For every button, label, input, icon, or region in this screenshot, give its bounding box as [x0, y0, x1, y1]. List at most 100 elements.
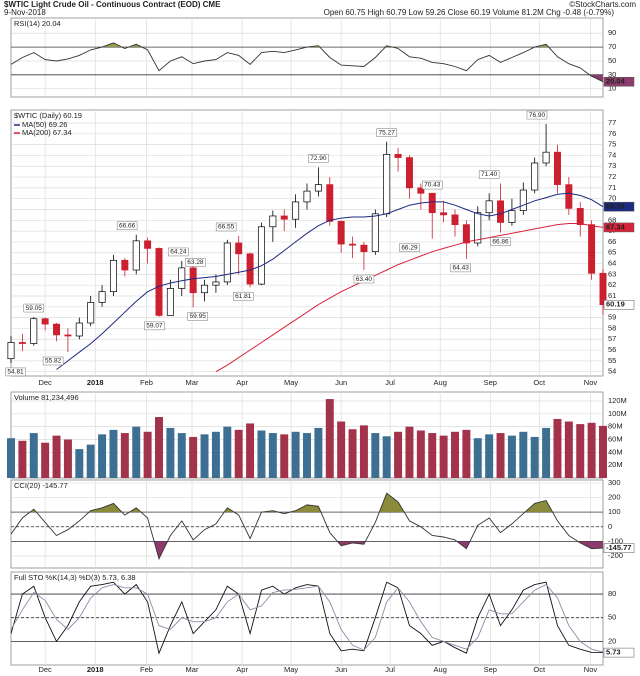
annotation-box: [353, 274, 375, 284]
panel-title: RSI(14) 20.04: [14, 19, 61, 28]
volume-bar: [382, 436, 391, 478]
y-tick-label: 59: [608, 313, 616, 322]
annotation-label: 66.66: [119, 223, 136, 230]
volume-bar: [268, 433, 277, 478]
x-tick-label: Mar: [186, 378, 199, 387]
x-tick-label: Mar: [186, 665, 199, 674]
y-tick-label: 100: [608, 507, 621, 516]
annotation-label: 59.05: [26, 305, 43, 312]
y-tick-label: 120M: [608, 396, 627, 405]
candle-body: [155, 248, 163, 316]
value-tag: [603, 543, 635, 553]
candle-body: [405, 157, 413, 189]
candle-body: [212, 281, 220, 286]
candle-body: [417, 187, 425, 194]
candle-body: [394, 153, 402, 158]
annotation-label: 66.29: [401, 245, 418, 252]
candle-body: [349, 243, 357, 246]
threshold-fill: [11, 42, 603, 48]
volume-bar: [314, 427, 323, 478]
volume-bar: [189, 436, 198, 478]
volume-bar: [223, 426, 232, 478]
candle-body: [531, 162, 539, 191]
volume-bar: [519, 431, 528, 478]
x-tick-label: Aug: [434, 665, 447, 674]
y-tick-label: 65: [608, 248, 616, 257]
x-tick-label: Jun: [335, 378, 347, 387]
annotation-box: [526, 110, 548, 120]
x-tick-label: Nov: [584, 665, 598, 674]
candle-body: [519, 189, 527, 211]
annotation-label: 66.86: [492, 238, 509, 245]
value-tag-label: 67.34: [606, 222, 626, 231]
candle-body: [314, 184, 322, 192]
candle-body: [383, 153, 391, 215]
annotation-box: [42, 356, 64, 366]
candle-body: [280, 215, 288, 220]
annotation-label: 63.40: [356, 276, 373, 283]
y-tick-label: 40M: [608, 447, 623, 456]
volume-bar: [416, 430, 425, 478]
y-tick-label: 68: [608, 215, 616, 224]
candle-body: [303, 190, 311, 203]
volume-bar: [18, 440, 27, 478]
x-tick-label: Oct: [533, 665, 546, 674]
candle-body: [588, 224, 596, 274]
candle-body: [98, 291, 106, 303]
volume-bar: [234, 429, 243, 478]
x-tick-label: Apr: [236, 378, 248, 387]
y-tick-label: -100: [608, 536, 623, 545]
volume-bar: [428, 433, 437, 478]
threshold-fill: [11, 541, 603, 559]
volume-bar: [348, 429, 357, 478]
candle-body: [428, 192, 436, 214]
candle-body: [144, 240, 152, 249]
annotation-box: [490, 237, 511, 246]
volume-bar: [542, 427, 551, 478]
volume-bar: [7, 438, 15, 478]
y-tick-label: 76: [608, 129, 616, 138]
annotation-label: 54.81: [7, 369, 24, 376]
annotation-box: [185, 258, 206, 267]
x-tick-label: 2018: [87, 378, 104, 387]
legend-label: MA(200) 67.34: [22, 128, 72, 137]
candle-body: [292, 201, 300, 220]
value-tag-label: 5.73: [606, 648, 621, 657]
candle-body: [257, 226, 265, 285]
volume-bar: [52, 435, 61, 478]
annotation-box: [421, 180, 443, 190]
y-tick-label: 200: [608, 493, 621, 502]
candle-body: [166, 288, 174, 316]
x-tick-label: Oct: [533, 378, 546, 387]
candle-body: [599, 272, 607, 306]
volume-bar: [166, 427, 175, 478]
volume-bar: [359, 425, 368, 478]
annotation-label: 64.24: [170, 249, 187, 256]
annotation-label: 71.40: [481, 171, 498, 178]
value-tag-label: 69.26: [606, 202, 625, 211]
y-tick-label: 58: [608, 323, 616, 332]
panel-title: Volume 81,234,496: [14, 393, 79, 402]
x-tick-label: Nov: [584, 378, 598, 387]
volume-bar: [280, 434, 289, 478]
candle-body: [440, 212, 448, 216]
y-tick-label: 55: [608, 356, 616, 365]
candle-body: [542, 151, 550, 164]
line: [10, 492, 604, 561]
volume-bar: [530, 436, 539, 478]
volume-bar: [143, 431, 152, 478]
x-tick-label: Sep: [484, 378, 497, 387]
volume-bar: [291, 431, 300, 478]
x-tick-label: Jul: [385, 378, 395, 387]
annotation-label: 59.95: [190, 313, 207, 320]
chart-title: $WTIC Light Crude Oil - Continuous Contr…: [4, 0, 221, 9]
line: [10, 581, 604, 655]
candle-body: [451, 214, 459, 225]
y-tick-label: 61: [608, 291, 616, 300]
annotation-label: 59.07: [146, 323, 163, 330]
candle-body: [121, 259, 129, 271]
value-tag: [603, 647, 635, 658]
volume-bar: [98, 434, 107, 478]
x-tick-label: May: [284, 378, 298, 387]
candle-body: [553, 151, 561, 185]
